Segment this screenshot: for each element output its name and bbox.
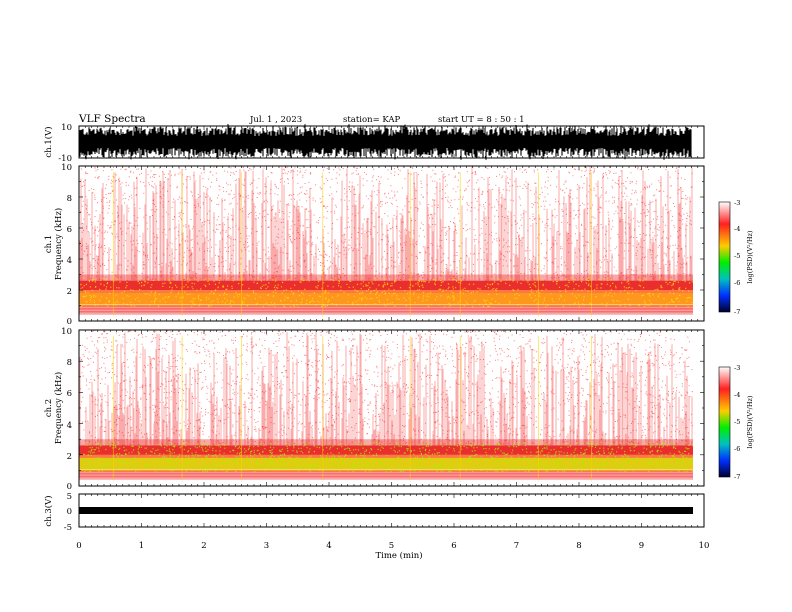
ch2-cb-tick-m7: -7 xyxy=(734,473,740,481)
ch3-ytick-top: 5 xyxy=(67,492,72,502)
ch2-spec-ylabel-line2: Frequency (kHz) xyxy=(53,372,64,444)
ch2-spectrogram-panel: 0 2 4 6 8 10 ch.2 Frequency (kHz) -3 -4 … xyxy=(44,327,754,492)
ch3-waveform-trace xyxy=(79,507,693,514)
x-tick-label-2: 2 xyxy=(201,541,206,551)
ch1-cb-tick-m6: -6 xyxy=(734,279,740,287)
ch1-spec-ytick-2: 2 xyxy=(67,287,72,297)
ch1-cb-tick-m5: -5 xyxy=(734,252,740,260)
spec-streaks xyxy=(79,330,693,446)
ch1-ytick-bottom: -10 xyxy=(58,154,72,164)
ch2-cb-tick-m6: -6 xyxy=(734,445,740,453)
ch1-spec-ylabel-line2: Frequency (kHz) xyxy=(53,208,64,280)
ch2-spec-ytick-0: 0 xyxy=(67,482,72,492)
ch1-spectrogram-panel: 0 2 4 6 8 10 ch.1 Frequency (kHz) -3 -4 … xyxy=(44,163,754,327)
ch1-spec-ylabel-line1: ch.1 xyxy=(44,235,54,253)
ch2-spec-ytick-8: 8 xyxy=(67,358,72,368)
x-tick-label-5: 5 xyxy=(389,541,394,551)
ch1-spectrogram-image xyxy=(79,165,693,317)
ch1-spec-ytick-8: 8 xyxy=(67,194,72,204)
ch2-spec-ylabel-line1: ch.2 xyxy=(44,399,54,417)
date-label: Jul. 1 , 2023 xyxy=(249,115,302,125)
ch1-waveform-trace xyxy=(79,124,692,160)
time-axis-label: Time (min) xyxy=(375,550,422,561)
ch2-cb-tick-m3: -3 xyxy=(734,364,740,372)
ch1-colorbar xyxy=(718,201,731,313)
ch3-wave-ylabel: ch.3(V) xyxy=(43,495,54,526)
x-tick-label-4: 4 xyxy=(326,541,331,551)
ch3-waveform-panel: 5 0 -5 ch.3(V) xyxy=(43,492,705,533)
ch2-spec-yticks xyxy=(79,329,704,487)
ch3-ytick-mid: 0 xyxy=(67,507,72,517)
ch2-cb-tick-m5: -5 xyxy=(734,418,740,426)
x-tick-label-10: 10 xyxy=(699,541,710,551)
spec-speckle xyxy=(80,165,693,282)
ch2-cb-tick-m4: -4 xyxy=(734,391,740,399)
start-time-label: start UT = 8 : 50 : 1 xyxy=(438,115,525,125)
x-tick-label-8: 8 xyxy=(576,541,581,551)
spec-flecks xyxy=(80,441,694,473)
x-tick-label-9: 9 xyxy=(639,541,644,551)
ch2-spectrogram-image xyxy=(79,329,694,482)
ch1-ytick-top: 10 xyxy=(61,123,72,133)
ch1-spec-yticks xyxy=(79,165,704,322)
ch1-cb-tick-m3: -3 xyxy=(734,199,740,207)
ch1-spec-ytick-6: 6 xyxy=(67,225,72,235)
x-tick-label-6: 6 xyxy=(451,541,456,551)
ch1-spec-ytick-10: 10 xyxy=(61,163,72,173)
ch2-colorbar xyxy=(718,366,731,478)
ch1-cb-tick-m4: -4 xyxy=(734,225,740,233)
x-tick-label-3: 3 xyxy=(264,541,269,551)
ch1-spec-ytick-4: 4 xyxy=(67,256,72,266)
spec-streaks xyxy=(79,166,693,281)
ch1-wave-ylabel: ch.1(V) xyxy=(43,126,54,157)
ch2-spec-ytick-6: 6 xyxy=(67,389,72,399)
spec-band-red xyxy=(79,280,693,290)
time-axis-tick-labels: 0 1 2 3 4 5 6 7 8 9 10 xyxy=(76,541,709,551)
ch1-spec-ytick-0: 0 xyxy=(67,317,72,327)
ch2-spec-ytick-4: 4 xyxy=(67,421,72,431)
x-tick-label-7: 7 xyxy=(514,541,519,551)
spec-band-red xyxy=(79,445,693,455)
ch3-ytick-bottom: -5 xyxy=(64,523,72,533)
ch1-cb-tick-m7: -7 xyxy=(734,308,740,316)
x-tick-label-1: 1 xyxy=(139,541,144,551)
time-axis-ticks xyxy=(78,126,705,527)
spec-speckle xyxy=(80,329,693,446)
spec-band-yellow xyxy=(79,293,693,306)
ch1-waveform-line xyxy=(79,124,692,160)
spec-band-yellow xyxy=(79,457,693,471)
ch1-waveform-panel: 10 -10 ch.1(V) xyxy=(43,123,705,164)
station-label: station= KAP xyxy=(343,115,401,125)
ch2-colorbar-label: log(PSD)(V²/Hz) xyxy=(746,395,754,448)
ch2-spec-ytick-10: 10 xyxy=(61,327,72,337)
x-tick-label-0: 0 xyxy=(76,541,81,551)
figure-title: VLF Spectra xyxy=(78,113,146,125)
ch1-colorbar-label: log(PSD)(V²/Hz) xyxy=(746,230,754,283)
ch2-spec-ytick-2: 2 xyxy=(67,452,72,462)
